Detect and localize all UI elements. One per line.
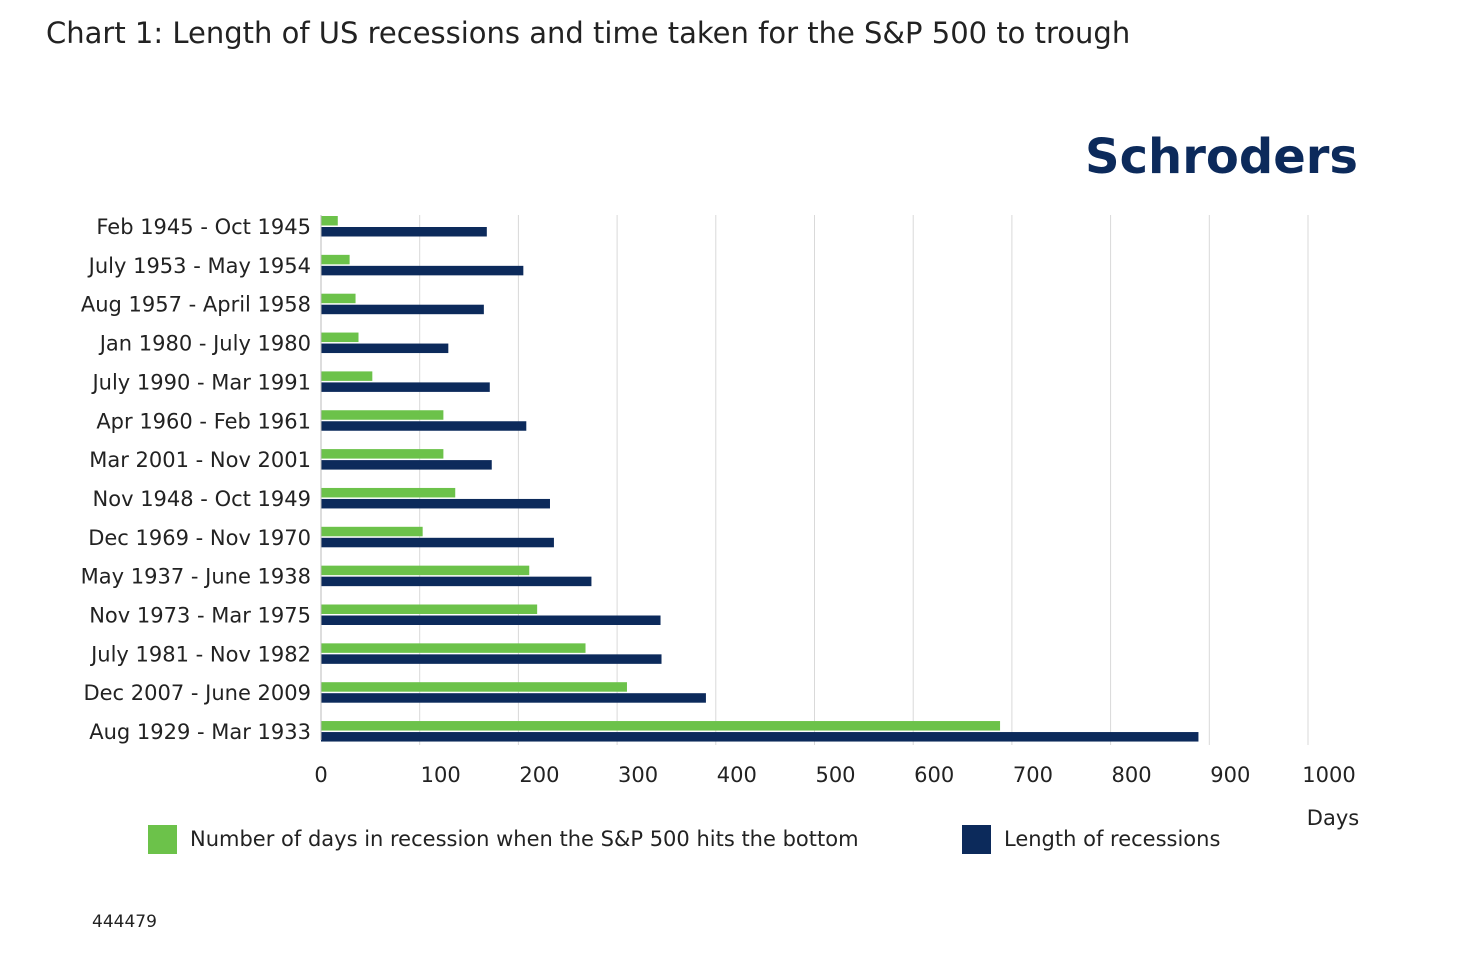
bar (321, 265, 524, 276)
bar (321, 682, 627, 692)
bar (321, 304, 484, 315)
y-tick-label: Apr 1960 - Feb 1961 (96, 409, 311, 433)
y-tick-label: May 1937 - June 1938 (81, 565, 311, 589)
y-tick-label: Aug 1957 - April 1958 (81, 293, 311, 317)
bar (321, 732, 1199, 742)
brand-logo: Schroders (1085, 129, 1358, 185)
bar (321, 487, 456, 498)
y-tick-label: Jan 1980 - July 1980 (98, 332, 311, 356)
bar (321, 615, 661, 625)
bar (321, 460, 492, 470)
x-tick-label: 300 (618, 763, 658, 787)
x-tick-label: 100 (421, 763, 461, 787)
bar (321, 371, 373, 381)
bar (321, 498, 550, 509)
footnote: 444479 (92, 912, 157, 932)
x-tick-label: 200 (519, 763, 559, 787)
y-tick-label: Nov 1948 - Oct 1949 (93, 487, 311, 511)
legend-swatch (962, 825, 991, 854)
bar (321, 537, 554, 548)
y-tick-label: July 1990 - Mar 1991 (90, 370, 311, 394)
x-tick-label: 1000 (1302, 763, 1355, 787)
bar (321, 254, 350, 265)
x-tick-label: 600 (914, 763, 954, 787)
bar (321, 576, 592, 587)
bar (321, 227, 487, 237)
x-tick-label: 800 (1112, 763, 1152, 787)
bar (321, 526, 423, 537)
bar (321, 343, 449, 354)
x-axis-label: Days (1307, 806, 1359, 830)
bar (321, 332, 359, 343)
legend-swatch (148, 825, 177, 854)
x-tick-label: 500 (815, 763, 855, 787)
y-tick-label: Feb 1945 - Oct 1945 (96, 215, 311, 239)
bar (321, 721, 1001, 731)
bar (321, 382, 490, 392)
bar (321, 643, 586, 653)
chart-title: Chart 1: Length of US recessions and tim… (46, 16, 1130, 50)
x-tick-label: 700 (1013, 763, 1053, 787)
y-tick-label: July 1953 - May 1954 (87, 254, 311, 278)
bar (321, 654, 662, 664)
y-tick-label: Aug 1929 - Mar 1933 (89, 720, 311, 744)
bar (321, 216, 338, 226)
bar (321, 293, 356, 304)
bar (321, 421, 527, 431)
legend-label: Number of days in recession when the S&P… (190, 827, 859, 851)
y-tick-label: Nov 1973 - Mar 1975 (89, 604, 311, 628)
bar (321, 693, 706, 703)
y-tick-label: July 1981 - Nov 1982 (89, 642, 311, 666)
y-tick-label: Dec 1969 - Nov 1970 (88, 526, 311, 550)
x-tick-label: 0 (314, 763, 327, 787)
bar (321, 449, 444, 459)
bar (321, 604, 538, 614)
x-tick-label: 400 (717, 763, 757, 787)
y-tick-label: Dec 2007 - June 2009 (83, 681, 311, 705)
bar (321, 410, 444, 420)
x-tick-label: 900 (1210, 763, 1250, 787)
y-tick-label: Mar 2001 - Nov 2001 (89, 448, 311, 472)
bar (321, 565, 530, 576)
legend-label: Length of recessions (1004, 827, 1220, 851)
